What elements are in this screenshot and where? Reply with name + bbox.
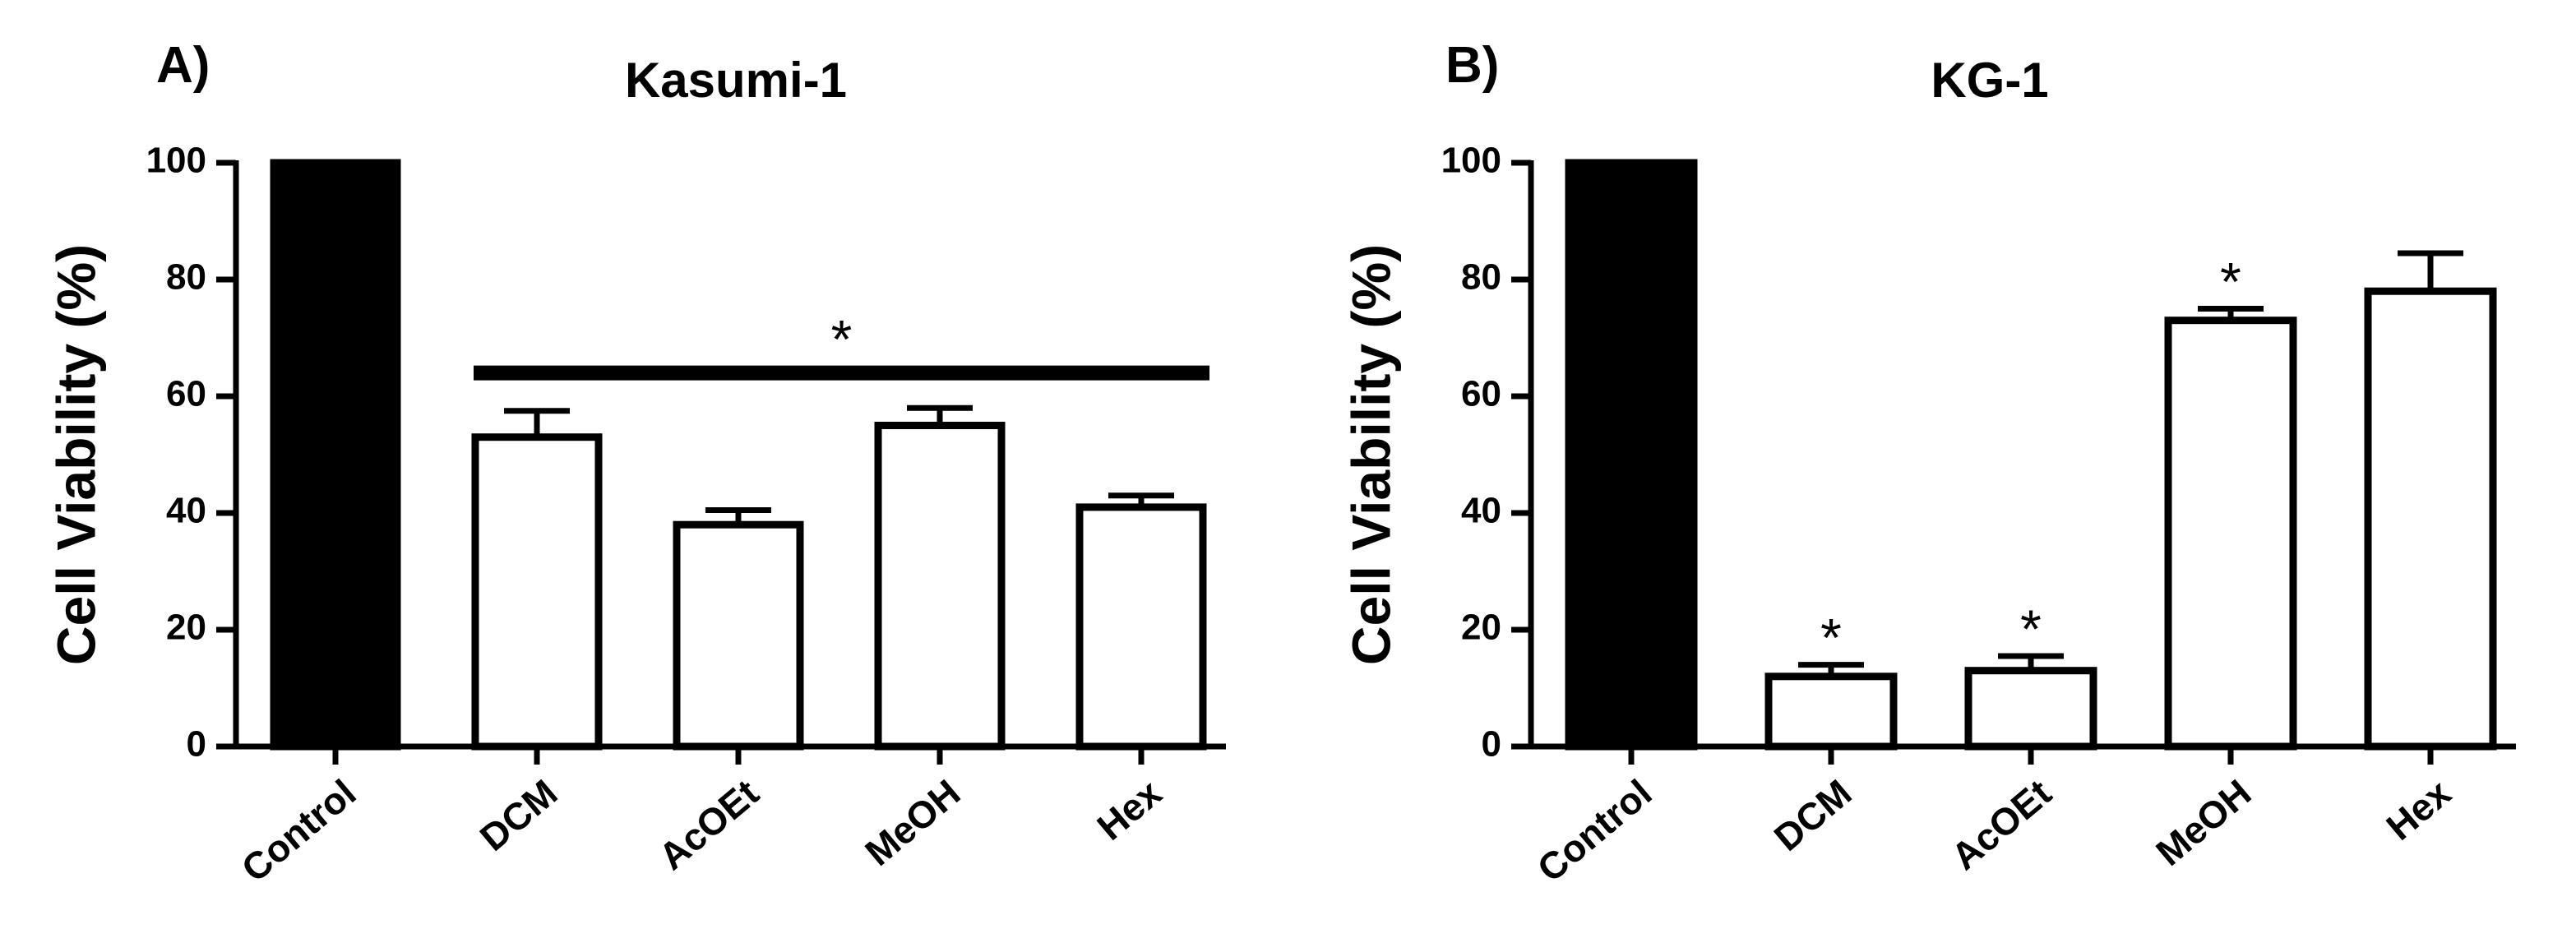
chart-title: Kasumi-1 — [625, 53, 847, 108]
category-label: AcOEt — [650, 771, 766, 878]
y-tick-label: 100 — [146, 141, 206, 181]
category-label: MeOH — [2148, 771, 2259, 874]
category-label: DCM — [472, 771, 566, 859]
panel-label: A) — [156, 37, 210, 94]
significance-asterisk: * — [2020, 599, 2042, 659]
category-label: Control — [234, 771, 364, 890]
category-label: Hex — [2378, 771, 2458, 848]
category-label: Control — [1529, 771, 1660, 890]
bar-hex — [2364, 287, 2497, 751]
bar-dcm — [1764, 672, 1898, 751]
category-label: AcOEt — [1943, 771, 2059, 878]
significance-asterisk: * — [831, 309, 853, 370]
bar-hex — [1075, 503, 1207, 751]
bar-acoet — [673, 520, 804, 751]
y-tick-label: 20 — [1461, 608, 1501, 648]
y-tick-label: 40 — [1461, 491, 1501, 531]
y-tick-label: 100 — [1441, 141, 1501, 181]
y-tick-label: 60 — [166, 374, 206, 414]
y-tick-label: 80 — [166, 257, 206, 298]
y-tick-label: 40 — [166, 491, 206, 531]
y-tick-label: 0 — [1482, 724, 1501, 765]
bar-meoh — [2164, 317, 2297, 751]
y-tick-label: 20 — [166, 608, 206, 648]
category-label: DCM — [1766, 771, 1860, 859]
y-tick-label: 60 — [1461, 374, 1501, 414]
y-axis-label: Cell Viability (%) — [45, 244, 106, 665]
y-tick-label: 80 — [1461, 257, 1501, 298]
significance-asterisk: * — [2220, 252, 2241, 312]
y-tick-label: 0 — [187, 724, 206, 765]
bar-control — [270, 159, 401, 751]
category-label: Hex — [1089, 771, 1169, 848]
bar-dcm — [471, 433, 603, 751]
y-axis-label: Cell Viability (%) — [1340, 244, 1401, 665]
significance-asterisk: * — [1820, 608, 1842, 668]
category-label: MeOH — [857, 771, 968, 874]
chart-title: KG-1 — [1931, 53, 2048, 108]
bar-meoh — [874, 422, 1006, 751]
bar-control — [1565, 159, 1698, 751]
bar-acoet — [1964, 667, 2097, 751]
panel-label: B) — [1445, 37, 1499, 94]
